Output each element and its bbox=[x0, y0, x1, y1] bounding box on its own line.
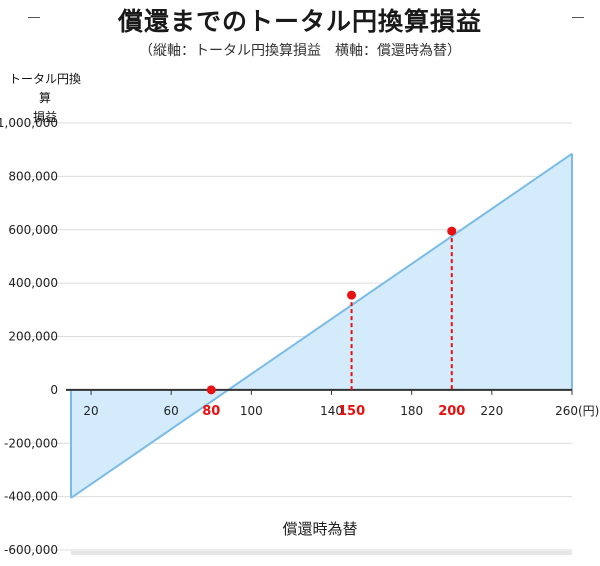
y-tick-label: 1,000,000 bbox=[0, 116, 58, 130]
highlight-label: 150 bbox=[338, 404, 365, 419]
highlight-point bbox=[347, 290, 357, 300]
y-axis-title: トータル円換算 損益 bbox=[8, 70, 82, 127]
y-tick-label: 600,000 bbox=[8, 223, 58, 237]
x-tick-label: 100 bbox=[240, 404, 263, 418]
bottom-border bbox=[71, 551, 572, 555]
x-tick-label: 60 bbox=[164, 404, 179, 418]
pnl-line bbox=[70, 152, 573, 499]
title-dash-right bbox=[572, 17, 584, 18]
x-tick-label: 20 bbox=[83, 404, 98, 418]
y-axis-title-line-1: トータル円換算 bbox=[8, 72, 81, 105]
x-tick-label: 260 bbox=[555, 404, 578, 418]
highlight-label: 80 bbox=[202, 404, 220, 419]
x-unit-label: (円) bbox=[578, 404, 599, 418]
y-tick-label: -200,000 bbox=[4, 436, 58, 450]
title-dash-left bbox=[28, 17, 40, 18]
highlight-point bbox=[206, 385, 216, 395]
x-tick-label: 180 bbox=[400, 404, 423, 418]
x-tick-label: 140 bbox=[320, 404, 343, 418]
x-tick-label: 220 bbox=[480, 404, 503, 418]
x-axis-title: 償還時為替 bbox=[282, 520, 358, 538]
page-title: 償還までのトータル円換算損益 bbox=[117, 7, 482, 36]
y-tick-label: 200,000 bbox=[8, 330, 58, 344]
y-tick-label: -400,000 bbox=[4, 490, 58, 504]
y-tick-label: -600,000 bbox=[4, 543, 58, 557]
y-tick-label: 400,000 bbox=[8, 276, 58, 290]
y-axis-title-line-2: 損益 bbox=[32, 110, 57, 124]
highlight-label: 200 bbox=[438, 404, 465, 419]
highlight-point bbox=[447, 226, 457, 236]
y-tick-label: 800,000 bbox=[8, 169, 58, 183]
y-tick-label: 0 bbox=[50, 383, 58, 397]
page-subtitle: （縦軸：トータル円換算損益 横軸：償還時為替） bbox=[139, 43, 461, 59]
